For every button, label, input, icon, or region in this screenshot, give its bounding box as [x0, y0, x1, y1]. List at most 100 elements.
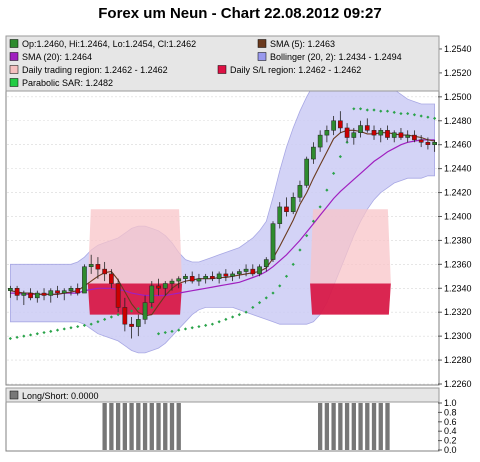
candle-body — [115, 283, 121, 308]
candle-body — [176, 278, 182, 282]
longshort-bar — [378, 403, 383, 450]
sar-point — [358, 107, 363, 111]
y-tick-label: 1.2540 — [444, 44, 472, 54]
longshort-bar — [371, 403, 377, 450]
candle-body — [358, 125, 363, 133]
candle-body — [183, 276, 188, 279]
longshort-bar — [338, 403, 343, 450]
y-tick-label: 1.2440 — [444, 164, 472, 174]
sar-point — [311, 219, 316, 223]
sar-point — [305, 234, 309, 238]
candle-body — [371, 130, 377, 136]
sar-point — [392, 110, 396, 114]
candle-body — [223, 273, 229, 277]
sar-point — [69, 326, 73, 330]
sar-point — [28, 333, 33, 337]
candle-body — [324, 130, 330, 136]
y-tick-label: 0.4 — [444, 426, 457, 436]
longshort-bar — [156, 403, 161, 450]
candle-body — [216, 273, 222, 279]
candle-body — [405, 134, 411, 138]
candle-body — [61, 290, 67, 294]
candle-body — [412, 134, 417, 141]
longshort-bar — [109, 403, 114, 450]
candle-body — [189, 276, 195, 282]
sar-point — [197, 324, 201, 329]
sar-point — [433, 116, 437, 120]
sar-point — [116, 313, 120, 317]
longshort-bar — [142, 403, 148, 450]
y-tick-label: 1.2300 — [444, 331, 472, 341]
candle-body — [88, 264, 94, 267]
sar-point — [76, 324, 80, 329]
longshort-legend-label: Long/Short: 0.0000 — [22, 391, 99, 401]
chart-title: Forex um Neun - Chart 22.08.2012 09:27 — [98, 5, 381, 22]
longshort-legend-box — [5, 387, 440, 403]
sar-point — [177, 328, 181, 332]
sar-point — [257, 301, 262, 305]
candle-body — [331, 120, 336, 131]
sar-point — [35, 332, 39, 336]
sar-point — [55, 328, 60, 332]
legend-swatch — [257, 52, 267, 61]
longshort-bar — [129, 403, 134, 450]
sar-point — [22, 334, 26, 338]
candle-body — [257, 266, 262, 275]
candle-body — [243, 268, 249, 272]
sar-point — [284, 274, 289, 278]
legend-swatch — [9, 52, 19, 61]
longshort-bars — [102, 403, 390, 450]
candle-body — [290, 197, 296, 212]
y-tick-label: 1.2480 — [444, 116, 472, 126]
legend-label: SMA (20): 1.2464 — [22, 52, 92, 62]
sar-point — [49, 329, 53, 333]
y-tick-label: 1.2500 — [444, 92, 472, 102]
candle-body — [297, 185, 303, 198]
sar-point — [278, 284, 282, 288]
sar-point — [210, 322, 214, 326]
candlesticks — [8, 111, 437, 339]
longshort-bar — [324, 403, 330, 450]
candle-body — [109, 273, 114, 284]
candle-body — [391, 132, 397, 138]
candle-body — [418, 139, 424, 143]
candle-body — [102, 268, 107, 275]
y-tick-label: 1.2340 — [444, 283, 472, 293]
sar-point — [190, 326, 194, 330]
sar-point — [183, 327, 188, 331]
candle-body — [68, 288, 74, 291]
sma5-line — [10, 129, 435, 317]
longshort-bar — [351, 403, 356, 450]
candle-body — [250, 268, 256, 275]
legend-label: Bollinger (20, 2): 1.2434 - 1.2494 — [270, 52, 402, 62]
longshort-bar — [365, 403, 370, 450]
candle-body — [34, 292, 40, 299]
sar-point — [62, 327, 66, 331]
y-tick-label: 1.2520 — [444, 68, 472, 78]
longshort-swatch — [9, 390, 19, 400]
candle-body — [277, 206, 283, 224]
longshort-axis: 0.00.20.40.60.81.0 — [438, 398, 457, 455]
candle-body — [48, 290, 54, 296]
sar-point — [89, 322, 93, 326]
sar-point — [136, 307, 140, 311]
sar-point — [338, 155, 342, 159]
longshort-bar — [385, 403, 390, 450]
candle-body — [344, 127, 350, 138]
sar-point — [231, 315, 235, 319]
candle-body — [21, 292, 27, 296]
sar-point — [412, 113, 417, 117]
sar-point — [318, 205, 322, 209]
trading-region — [310, 209, 391, 284]
candle-body — [75, 288, 81, 294]
longshort-bar — [115, 403, 121, 450]
legend: Op:1.2460, Hi:1.2464, Lo:1.2454, Cl:1.24… — [9, 39, 402, 88]
longshort-bar — [163, 403, 168, 450]
candle-body — [8, 288, 13, 291]
sma20-line — [10, 139, 435, 297]
candle-body — [425, 142, 431, 145]
sar-point — [129, 309, 134, 313]
candle-body — [398, 132, 404, 138]
candle-body — [270, 223, 276, 260]
